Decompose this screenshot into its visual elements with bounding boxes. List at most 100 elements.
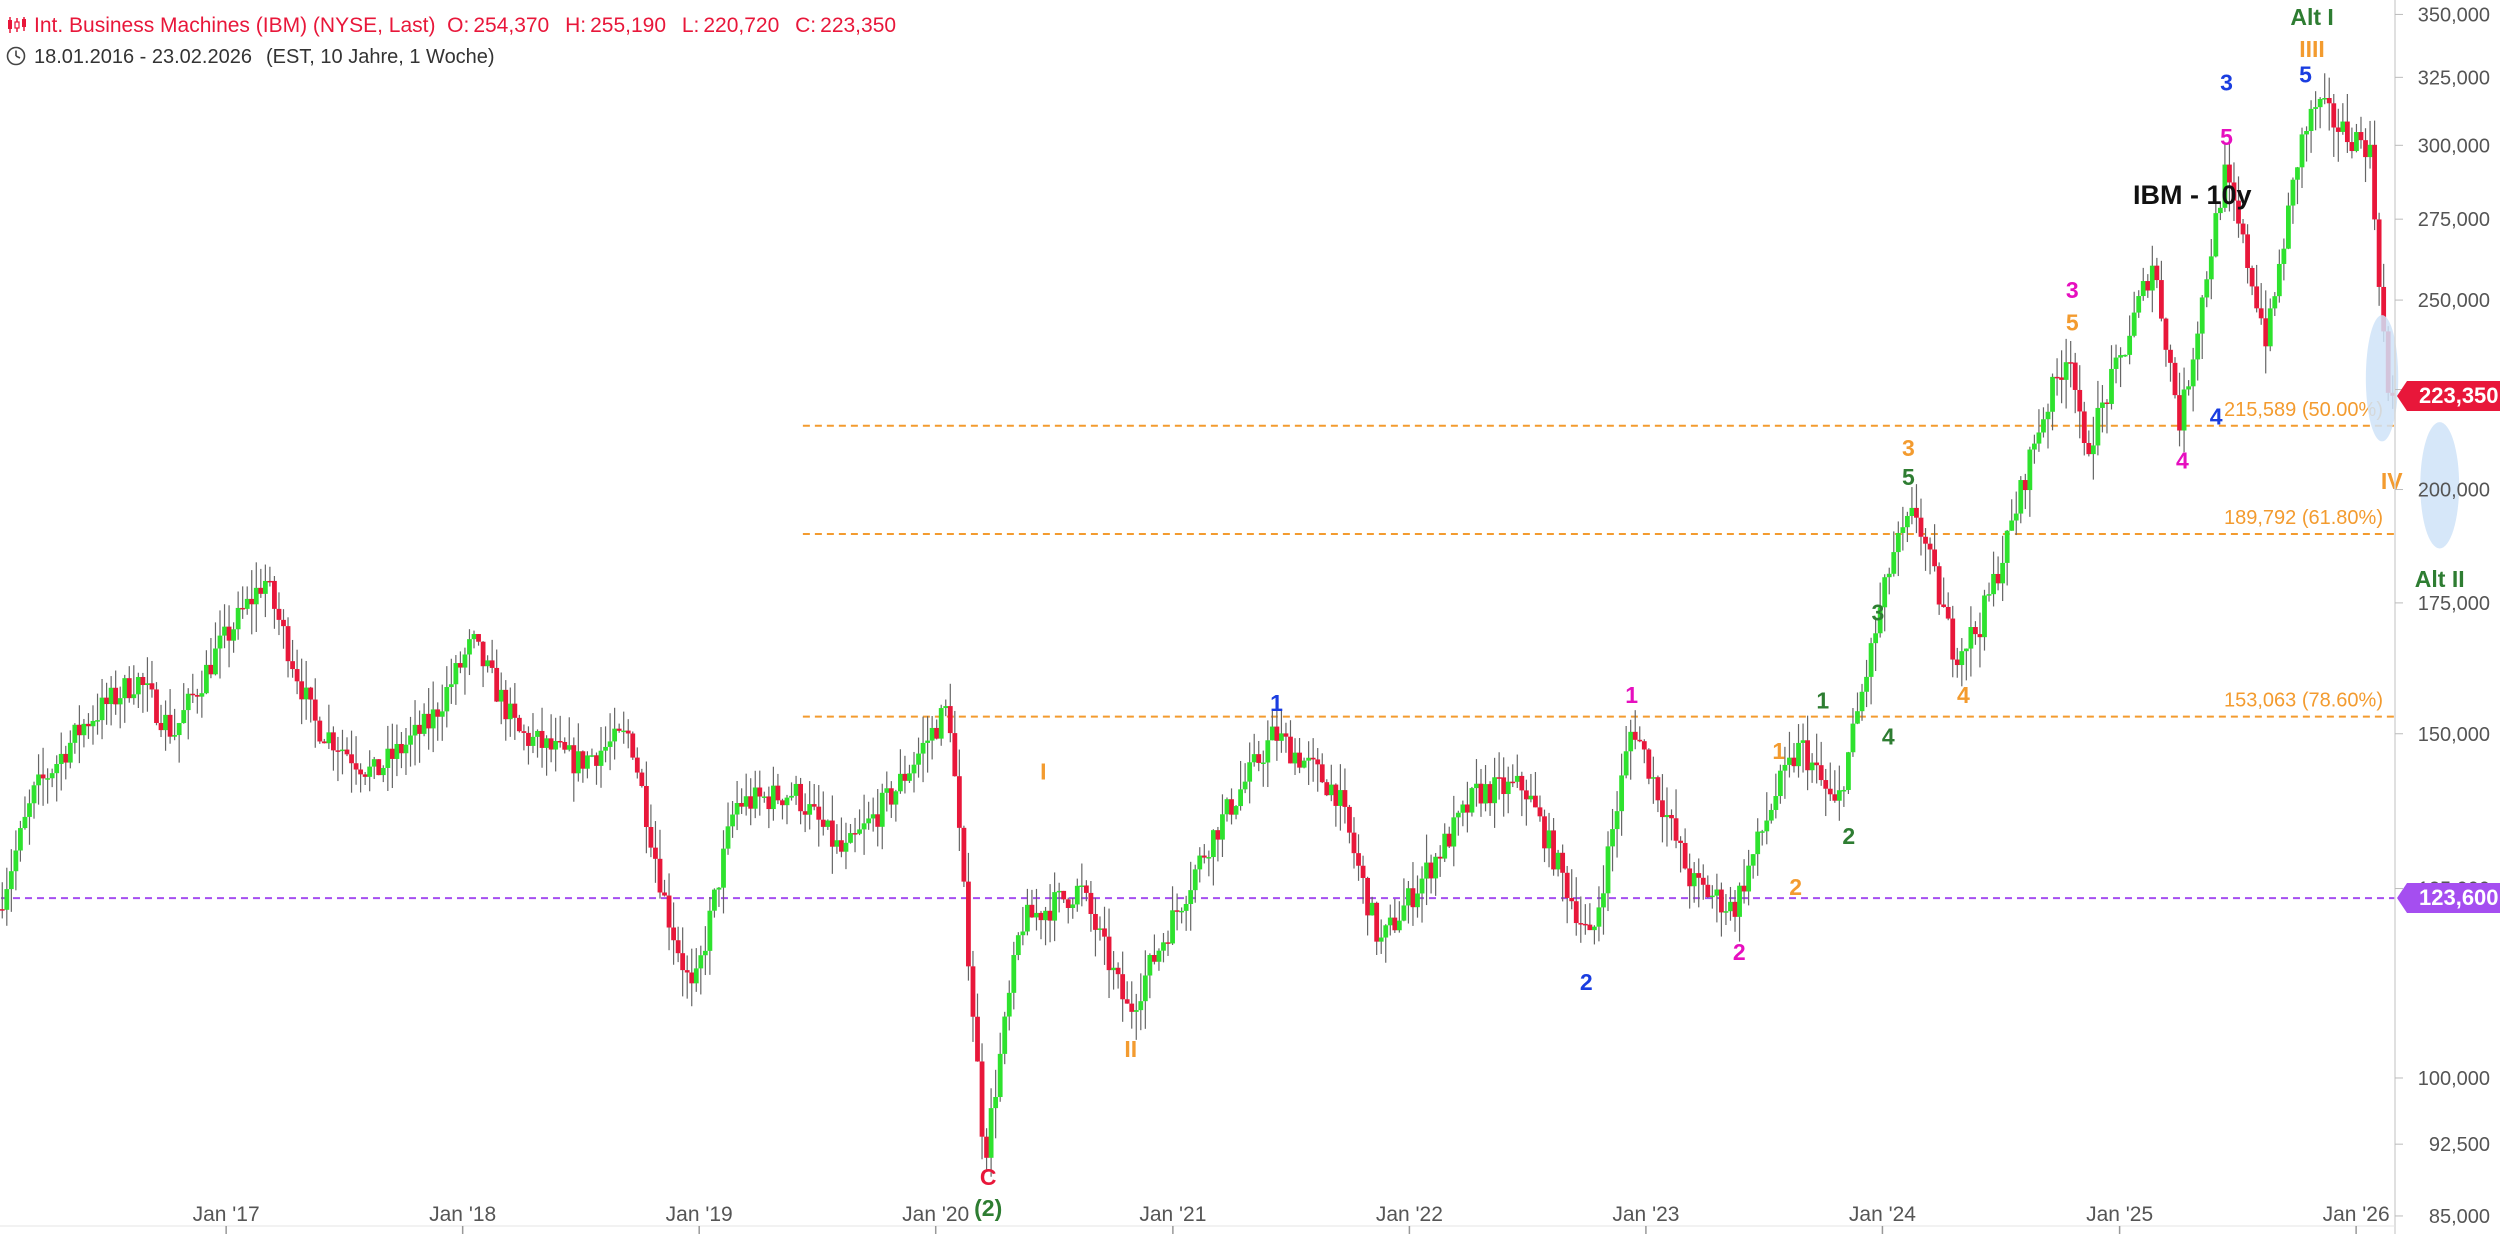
candle-up — [444, 687, 450, 712]
candle-up — [2100, 402, 2105, 408]
candle-up — [1147, 954, 1153, 976]
candle-up — [1909, 507, 1915, 516]
candle-up — [2136, 296, 2142, 313]
candle-up — [907, 773, 912, 781]
candle-up — [1855, 711, 1860, 724]
candle-down — [40, 774, 46, 779]
candle-down — [344, 749, 350, 755]
candle-up — [2290, 179, 2296, 206]
candle-down — [389, 748, 395, 759]
candle-up — [2013, 513, 2019, 521]
time-tick-label: Jan '20 — [902, 1203, 969, 1226]
candle-down — [1918, 517, 1924, 537]
candle-up — [1015, 935, 1021, 956]
candle-up — [1505, 781, 1511, 795]
candle-down — [643, 785, 649, 828]
candle-down — [966, 881, 971, 967]
time-tick-label: Jan '24 — [1849, 1203, 1916, 1226]
candle-up — [702, 950, 708, 956]
candle-down — [1288, 736, 1293, 764]
candle-up — [4, 889, 10, 910]
close-value: 223,350 — [820, 14, 897, 37]
low-label: L: — [681, 14, 700, 37]
candle-up — [2000, 562, 2006, 584]
candle-up — [222, 626, 227, 636]
candle-up — [897, 773, 903, 792]
candle-down — [435, 709, 441, 717]
candle-down — [1678, 840, 1683, 843]
candle-down — [557, 740, 563, 743]
candle-up — [1451, 817, 1457, 847]
candle-up — [2045, 411, 2051, 420]
candle-down — [1641, 741, 1647, 750]
candle-up — [535, 730, 540, 737]
candle-down — [2163, 318, 2169, 350]
candle-up — [2313, 107, 2319, 109]
time-tick-label: Jan '17 — [193, 1203, 260, 1226]
candle-down — [1446, 833, 1452, 847]
candle-up — [2186, 386, 2192, 390]
candle-down — [1274, 726, 1280, 741]
candle-down — [1560, 852, 1566, 873]
candle-up — [1220, 814, 1225, 840]
candle-up — [467, 639, 472, 655]
candle-down — [802, 811, 808, 815]
last-price-badge: 223,350 — [2397, 380, 2500, 411]
candle-up — [1138, 1001, 1144, 1011]
time-axis[interactable]: Jan '17 Jan '18 Jan '19 Jan '20 Jan '21 Jan '… — [0, 1203, 2395, 1234]
candle-up — [997, 1053, 1003, 1098]
candle-down — [1587, 924, 1593, 931]
candle-up — [1378, 937, 1384, 942]
candle-down — [902, 773, 908, 781]
level-label: 215,589 (50.00%) — [2224, 399, 2383, 421]
candle-up — [1383, 925, 1389, 938]
candle-down — [267, 580, 273, 583]
candle-down — [2363, 140, 2368, 158]
candle-down — [1791, 757, 1797, 767]
ohlc-readout: O: 254,370 H: 255,190 L: 220,720 C: 223,350 — [441, 14, 906, 37]
candle-up — [1968, 627, 1974, 649]
candle-down — [353, 763, 359, 770]
candle-down — [2054, 376, 2060, 379]
candle-down — [616, 728, 622, 731]
candle-up — [471, 634, 477, 640]
close-label: C: — [795, 14, 817, 37]
candle-up — [49, 773, 55, 779]
candle-up — [1233, 806, 1239, 815]
candle-up — [2095, 407, 2101, 446]
candle-up — [1886, 573, 1892, 578]
candle-up — [1850, 723, 1856, 753]
candle-up — [1011, 955, 1017, 993]
time-tick-label: Jan '19 — [666, 1203, 733, 1226]
candle-up — [993, 1097, 999, 1109]
candle-up — [752, 787, 758, 809]
candle-down — [1360, 865, 1366, 878]
candle-up — [1605, 846, 1611, 894]
candle-down — [2177, 395, 2182, 431]
date-range: 18.01.2016 - 23.02.2026 — [34, 46, 252, 68]
candle-down — [2258, 308, 2264, 319]
candle-up — [145, 683, 150, 686]
candle-up — [589, 755, 595, 757]
candle-up — [1006, 992, 1012, 1017]
wave-label: 3 — [1871, 600, 1884, 626]
candle-down — [1410, 888, 1416, 908]
candle-down — [208, 664, 214, 675]
interval-info: (EST, 10 Jahre, 1 Woche) — [265, 46, 495, 68]
candle-up — [2190, 359, 2196, 387]
target-zone-ellipse — [2365, 315, 2399, 442]
candle-down — [1061, 890, 1067, 900]
candle-down — [258, 587, 264, 594]
candle-up — [1034, 912, 1039, 918]
candle-down — [1973, 627, 1978, 635]
price-tick-label: 200,000 — [2418, 480, 2490, 502]
candle-up — [1546, 830, 1552, 849]
candle-up — [22, 816, 28, 829]
time-tick-label: Jan '25 — [2086, 1203, 2153, 1226]
price-axis[interactable]: 350,000325,000300,000275,000250,000225,0… — [2394, 0, 2490, 1234]
candle-down — [1478, 783, 1484, 804]
candle-up — [1387, 917, 1393, 926]
candle-down — [1741, 885, 1747, 892]
candle-up — [213, 648, 218, 675]
